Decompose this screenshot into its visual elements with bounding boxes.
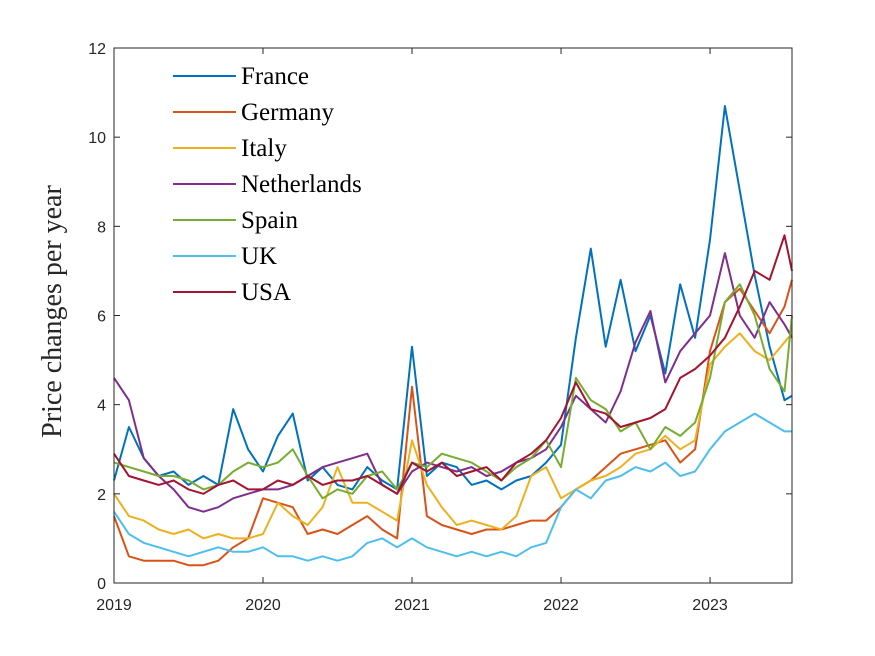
legend-item-usa: USA — [173, 279, 291, 306]
legend-label: UK — [241, 243, 277, 270]
y-tick-label: 10 — [88, 130, 106, 147]
legend-item-uk: UK — [173, 243, 277, 270]
legend-label: USA — [241, 279, 291, 306]
y-tick-label: 2 — [97, 487, 106, 504]
legend-item-spain: Spain — [173, 207, 298, 234]
series-line-italy — [113, 332, 793, 540]
series-line-spain — [113, 283, 793, 500]
y-tick-label: 12 — [88, 41, 106, 58]
x-tick-label: 2019 — [96, 597, 132, 614]
y-tick-label: 6 — [97, 309, 106, 326]
legend-label: Netherlands — [241, 171, 362, 198]
legend-label: Italy — [241, 135, 287, 162]
legend-item-france: France — [173, 63, 309, 90]
tick-layer: 2019 2020 2021 2022 2023 0 2 4 6 8 10 12 — [88, 41, 792, 614]
x-tick-label: 2023 — [692, 597, 728, 614]
y-tick-label: 0 — [97, 576, 106, 593]
legend-item-italy: Italy — [173, 135, 287, 162]
series-layer — [113, 105, 793, 567]
series-line-usa — [113, 234, 793, 495]
legend-label: France — [241, 63, 309, 90]
legend-label: Spain — [241, 207, 298, 234]
legend-item-netherlands: Netherlands — [173, 171, 362, 198]
x-tick-label: 2021 — [394, 597, 430, 614]
series-line-uk — [113, 412, 792, 562]
series-line-netherlands — [113, 252, 793, 513]
y-tick-label: 8 — [97, 219, 106, 236]
x-tick-label: 2020 — [245, 597, 281, 614]
y-tick-label: 4 — [97, 398, 106, 415]
x-tick-label: 2022 — [543, 597, 579, 614]
plot-area: 2019 2020 2021 2022 2023 0 2 4 6 8 10 12 — [88, 41, 793, 614]
legend-item-germany: Germany — [173, 99, 335, 126]
legend: France Germany Italy Netherlands Spain UK USA — [173, 63, 362, 306]
plot-frame — [114, 48, 792, 583]
legend-label: Germany — [241, 99, 335, 126]
series-line-germany — [113, 279, 793, 567]
series-line-france — [113, 105, 793, 491]
y-axis-title: Price changes per year — [37, 185, 68, 438]
